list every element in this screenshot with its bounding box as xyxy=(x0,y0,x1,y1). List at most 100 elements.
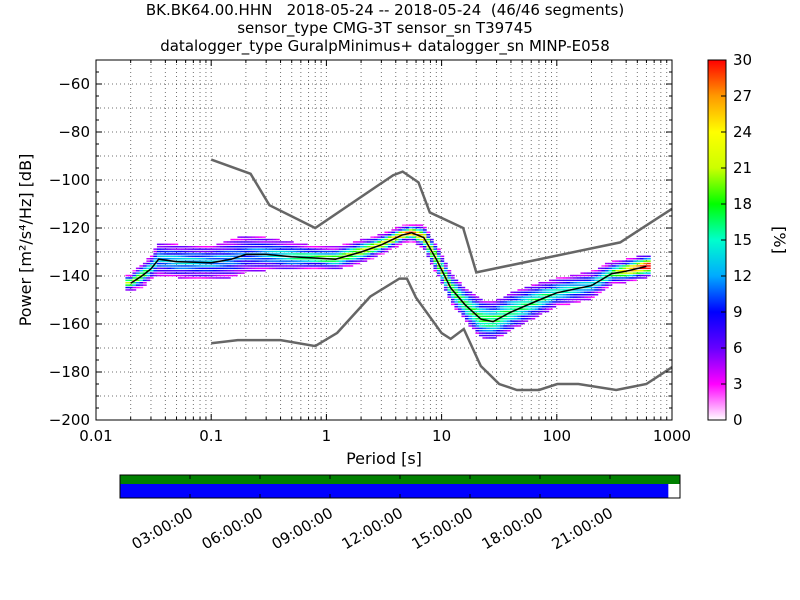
heatmap-cell xyxy=(573,286,578,289)
heatmap-cell xyxy=(433,250,438,253)
heatmap-cell xyxy=(391,246,396,248)
heatmap-cell xyxy=(149,270,154,272)
heatmap-cell xyxy=(296,250,301,253)
heatmap-cell xyxy=(562,303,567,306)
heatmap-cell xyxy=(272,258,277,260)
y-tick-label: −120 xyxy=(49,219,90,237)
heatmap-cell xyxy=(307,262,312,265)
heatmap-cell xyxy=(545,306,550,308)
heatmap-cell xyxy=(181,267,186,270)
heatmap-cell xyxy=(510,303,515,306)
heatmap-cell xyxy=(247,260,252,262)
heatmap-cell xyxy=(289,265,294,267)
heatmap-cell xyxy=(314,260,319,262)
heatmap-cell xyxy=(216,258,221,260)
heatmap-cell xyxy=(296,255,301,258)
heatmap-cell xyxy=(524,303,529,306)
heatmap-cell xyxy=(230,260,235,262)
heatmap-cell xyxy=(226,260,231,262)
heatmap-cell xyxy=(566,279,571,282)
heatmap-cell xyxy=(499,306,504,308)
heatmap-cell xyxy=(324,255,329,258)
heatmap-cell xyxy=(272,260,277,262)
heatmap-cell xyxy=(394,229,399,231)
heatmap-cell xyxy=(408,236,413,238)
heatmap-cell xyxy=(499,301,504,303)
heatmap-cell xyxy=(349,253,354,255)
heatmap-cell xyxy=(618,274,623,277)
heatmap-cell xyxy=(370,255,375,258)
heatmap-cell xyxy=(604,277,609,279)
heatmap-cell xyxy=(450,284,455,286)
heatmap-cell xyxy=(328,246,333,248)
heatmap-cell xyxy=(202,267,207,270)
heatmap-cell xyxy=(307,265,312,267)
heatmap-cell xyxy=(128,277,133,279)
heatmap-cell xyxy=(426,253,431,255)
heatmap-cell xyxy=(167,272,172,274)
heatmap-cell xyxy=(149,272,154,274)
heatmap-cell xyxy=(436,260,441,262)
heatmap-cell xyxy=(419,241,424,243)
heatmap-cell xyxy=(492,313,497,315)
heatmap-cell xyxy=(401,229,406,231)
heatmap-cell xyxy=(240,238,245,241)
heatmap-cell xyxy=(492,315,497,318)
heatmap-cell xyxy=(510,325,515,327)
heatmap-cell xyxy=(195,267,200,270)
heatmap-cell xyxy=(125,289,130,291)
heatmap-cell xyxy=(496,301,501,303)
heatmap-cell xyxy=(268,258,273,260)
heatmap-cell xyxy=(261,246,266,248)
heatmap-cell xyxy=(534,308,539,310)
heatmap-cell xyxy=(548,289,553,291)
heatmap-cell xyxy=(454,301,459,303)
heatmap-cell xyxy=(184,267,189,270)
heatmap-cell xyxy=(503,322,508,325)
heatmap-cell xyxy=(489,303,494,306)
heatmap-cell xyxy=(321,262,326,265)
heatmap-cell xyxy=(219,277,224,279)
heatmap-cell xyxy=(205,260,210,262)
heatmap-cell xyxy=(268,248,273,250)
heatmap-cell xyxy=(310,267,315,270)
heatmap-cell xyxy=(482,310,487,313)
heatmap-cell xyxy=(272,262,277,265)
heatmap-cell xyxy=(408,229,413,231)
heatmap-cell xyxy=(513,325,518,327)
heatmap-cell xyxy=(198,272,203,274)
heatmap-cell xyxy=(177,253,182,255)
heatmap-cell xyxy=(251,255,256,258)
heatmap-cell xyxy=(468,313,473,315)
heatmap-cell xyxy=(489,332,494,334)
heatmap-cell xyxy=(156,270,161,272)
heatmap-cell xyxy=(391,229,396,231)
heatmap-cell xyxy=(580,274,585,277)
heatmap-cell xyxy=(195,246,200,248)
heatmap-cell xyxy=(538,301,543,303)
heatmap-cell xyxy=(191,258,196,260)
heatmap-cell xyxy=(485,303,490,306)
heatmap-cell xyxy=(590,286,595,289)
heatmap-cell xyxy=(401,238,406,241)
heatmap-cell xyxy=(240,248,245,250)
heatmap-cell xyxy=(132,277,137,279)
heatmap-cell xyxy=(230,267,235,270)
heatmap-cell xyxy=(573,282,578,284)
heatmap-cell xyxy=(433,260,438,262)
heatmap-cell xyxy=(580,296,585,298)
heatmap-cell xyxy=(205,272,210,274)
heatmap-cell xyxy=(636,258,641,260)
heatmap-cell xyxy=(496,310,501,313)
heatmap-cell xyxy=(366,246,371,248)
heatmap-cell xyxy=(160,248,165,250)
heatmap-cell xyxy=(625,265,630,267)
heatmap-cell xyxy=(482,318,487,320)
heatmap-cell xyxy=(590,289,595,291)
heatmap-cell xyxy=(443,286,448,289)
heatmap-cell xyxy=(520,303,525,306)
heatmap-cell xyxy=(576,294,581,296)
heatmap-cell xyxy=(226,241,231,243)
heatmap-cell xyxy=(149,255,154,258)
heatmap-cell xyxy=(384,243,389,246)
